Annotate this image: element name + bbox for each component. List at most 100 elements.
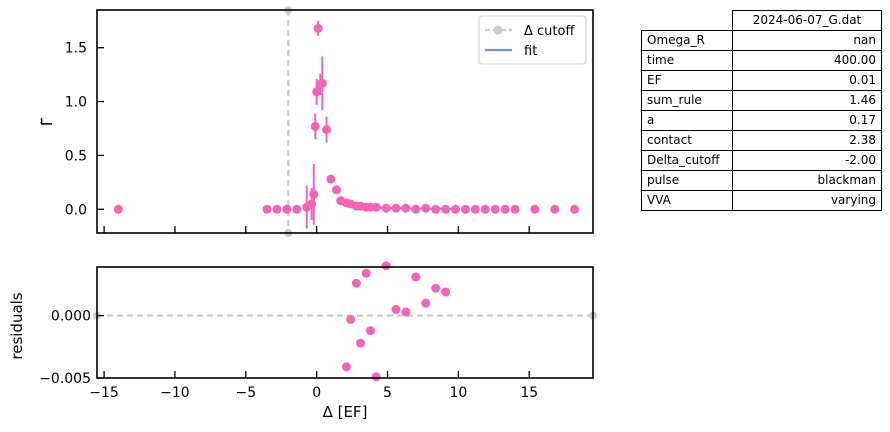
table-header-row: 2024-06-07_G.dat — [642, 10, 882, 31]
table-row: Delta_cutoff -2.00 — [641, 150, 882, 171]
table-key-cell: contact — [641, 130, 733, 151]
residuals-plot-frame — [96, 266, 594, 379]
data-point — [431, 204, 441, 214]
table-value-cell: 2.38 — [732, 130, 882, 151]
residual-point — [441, 287, 451, 297]
table-row: contact 2.38 — [641, 130, 882, 151]
data-point — [381, 203, 391, 213]
table-row: pulse blackman — [641, 170, 882, 191]
table-value-cell: nan — [732, 30, 882, 51]
table-key-cell: sum_rule — [641, 90, 733, 111]
table-corner-cell — [642, 11, 733, 31]
data-point — [510, 204, 520, 214]
data-point — [309, 189, 319, 199]
data-point — [550, 204, 560, 214]
x-tick-label: −5 — [235, 385, 256, 401]
y-tick-label: −0.005 — [39, 371, 91, 387]
table-row: sum_rule 1.46 — [641, 90, 882, 111]
residuals-data-points — [341, 261, 451, 382]
legend: Δ cutoff fit — [478, 15, 587, 65]
table-value-cell: blackman — [732, 170, 882, 191]
table-value-cell: 400.00 — [732, 50, 882, 71]
table-key-cell: pulse — [641, 170, 733, 191]
y-tick-label: 1.0 — [65, 95, 87, 111]
table-row: EF 0.01 — [641, 70, 882, 91]
data-point — [331, 185, 341, 195]
data-point — [530, 204, 540, 214]
residual-point — [346, 314, 356, 324]
residual-point — [351, 278, 361, 288]
main-y-axis-label: Γ̃ — [38, 117, 56, 126]
residuals-plot-panel: 0.000 −0.005 −15 −10 −5 0 5 10 15 residuals Δ [… — [8, 261, 597, 421]
residual-point — [366, 326, 376, 336]
table-row: Omega_R nan — [641, 30, 882, 51]
y-tick-label: 0.0 — [65, 202, 87, 218]
main-plot-panel: 0.0 0.5 1.0 1.5 Γ̃ Δ cutoff fit — [38, 6, 594, 237]
table-row: time 400.00 — [641, 50, 882, 71]
main-x-ticks — [103, 226, 530, 233]
table-row: VVA varying — [641, 190, 882, 211]
residual-point — [371, 372, 381, 382]
data-point — [460, 204, 470, 214]
main-data-points — [113, 20, 580, 229]
residual-point — [356, 338, 366, 348]
data-point — [480, 204, 490, 214]
data-point — [262, 204, 272, 214]
x-tick-label: 15 — [520, 385, 538, 401]
residual-point — [341, 362, 351, 372]
residual-point — [401, 307, 411, 317]
main-plot-frame — [96, 9, 594, 234]
table-key-cell: EF — [641, 70, 733, 91]
table-value-cell: 0.01 — [732, 70, 882, 91]
table-key-cell: a — [641, 110, 733, 131]
data-point — [326, 174, 336, 184]
data-point — [307, 199, 317, 209]
data-point — [310, 121, 320, 131]
x-tick-label: −15 — [89, 385, 119, 401]
data-point — [411, 204, 421, 214]
table-value-cell: varying — [732, 190, 882, 211]
data-point — [371, 202, 381, 212]
table-value-cell: 0.17 — [732, 110, 882, 131]
legend-fit-label: fit — [524, 44, 537, 59]
legend-cutoff-label: Δ cutoff — [524, 24, 575, 39]
table-key-cell: Omega_R — [641, 30, 733, 51]
table-title: 2024-06-07_G.dat — [732, 10, 882, 31]
parameter-table: 2024-06-07_G.dat Omega_R nan time 400.00 EF 0… — [641, 10, 882, 211]
residual-point — [381, 261, 391, 271]
residual-point — [431, 283, 441, 293]
residuals-y-ticks: 0.000 −0.005 — [39, 309, 104, 387]
data-point — [441, 204, 451, 214]
residual-point — [411, 272, 421, 282]
y-tick-label: 0.5 — [65, 148, 87, 164]
y-tick-label: 1.5 — [65, 41, 87, 57]
y-tick-label: 0.000 — [51, 309, 91, 325]
x-tick-label: −10 — [160, 385, 190, 401]
data-point — [451, 204, 461, 214]
data-point — [312, 87, 322, 97]
data-point — [282, 204, 292, 214]
x-tick-label: 0 — [312, 385, 321, 401]
data-point — [570, 204, 580, 214]
residuals-y-axis-label: residuals — [8, 292, 26, 359]
residuals-x-axis-label: Δ [EF] — [323, 403, 368, 421]
residual-point — [361, 268, 371, 278]
data-point — [401, 203, 411, 213]
data-point — [292, 204, 302, 214]
data-point — [313, 23, 323, 33]
legend-cutoff-marker — [493, 25, 503, 35]
table-row: a 0.17 — [641, 110, 882, 131]
data-point — [391, 203, 401, 213]
table-key-cell: time — [641, 50, 733, 71]
table-key-cell: Delta_cutoff — [641, 150, 733, 171]
data-point — [322, 125, 332, 135]
data-point — [113, 204, 123, 214]
data-point — [421, 203, 431, 213]
x-tick-label: 10 — [449, 385, 467, 401]
data-point — [490, 204, 500, 214]
x-tick-label: 5 — [383, 385, 392, 401]
residuals-x-ticks: −15 −10 −5 0 5 10 15 — [89, 371, 538, 401]
residual-point — [391, 304, 401, 314]
table-value-cell: -2.00 — [732, 150, 882, 171]
